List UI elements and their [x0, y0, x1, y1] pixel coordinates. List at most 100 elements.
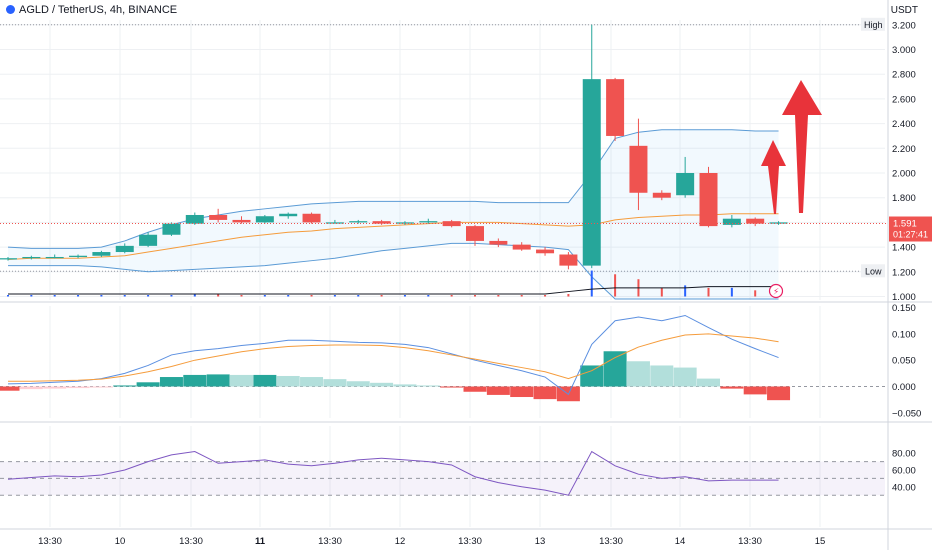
volume-bar — [403, 295, 406, 297]
volume-ma-line — [8, 286, 779, 295]
candle-body — [92, 252, 111, 256]
volume-bar — [707, 287, 710, 297]
macd-histogram-bar — [533, 386, 557, 400]
currency-unit[interactable]: USDT — [890, 5, 918, 16]
candle-body — [466, 226, 484, 241]
volume-bar — [287, 295, 290, 297]
candle-body — [559, 254, 578, 266]
time-axis-tick: 13:30 — [738, 536, 762, 547]
volume-bar — [497, 295, 500, 297]
candle-body — [699, 173, 718, 227]
bollinger-band-fill — [8, 129, 779, 299]
candle-body — [232, 219, 251, 223]
volume-bar — [240, 295, 243, 297]
price-axis-tick: 2.200 — [892, 144, 916, 155]
time-axis-tick: 13:30 — [458, 536, 482, 547]
macd-histogram-bar — [19, 386, 43, 390]
volume-bar — [614, 274, 617, 297]
high-label-box — [861, 17, 885, 31]
macd-histogram-bar — [580, 365, 604, 387]
candle-body — [419, 221, 438, 223]
symbol-icon — [6, 5, 15, 14]
macd-histogram-bar — [113, 385, 137, 387]
macd-histogram-bar — [440, 386, 464, 388]
lightning-icon — [768, 283, 784, 299]
macd-pane[interactable] — [0, 314, 885, 402]
candle-body — [395, 222, 414, 224]
price-axis-tick: 1.200 — [892, 267, 916, 278]
price-axis[interactable]: 3.200 3.000 2.800 2.600 2.400 2.200 2.000 1.800… — [889, 20, 932, 493]
arrow-up-large — [782, 80, 822, 213]
macd-histogram-bar — [253, 374, 277, 387]
rsi-axis-tick: 40.00 — [892, 482, 916, 493]
candle-body — [442, 221, 461, 227]
volume-bar — [544, 295, 547, 297]
macd-histogram-bar — [43, 386, 67, 389]
time-axis-tick: 13:30 — [318, 536, 342, 547]
macd-axis-tick: −0.050 — [892, 408, 921, 419]
volume-bar — [53, 295, 56, 297]
rsi-axis-tick: 60.00 — [892, 466, 916, 477]
annotation-arrows — [761, 80, 822, 214]
candle-body — [629, 145, 648, 193]
candle-body — [0, 258, 17, 260]
rsi-line — [7, 450, 779, 496]
time-axis[interactable]: 13:30 10 13:30 11 13:30 12 13:30 13 13:30 14 13:30… — [38, 536, 825, 547]
candle-body — [676, 173, 695, 196]
macd-histogram-bar — [346, 381, 370, 387]
macd-histogram-bar — [486, 386, 510, 395]
macd-histogram-bar — [767, 386, 791, 401]
macd-axis-tick: 0.050 — [892, 356, 916, 367]
chart-title[interactable]: AGLD / TetherUS, 4h, BINANCE — [6, 4, 177, 16]
volume-bar — [7, 295, 9, 297]
volume-bar — [660, 287, 663, 297]
price-pane[interactable]: High Low ⚡ — [0, 17, 888, 300]
price-axis-tick: 1.800 — [892, 193, 916, 204]
candle-body — [69, 255, 88, 257]
last-price-label: 1.591 — [893, 219, 917, 230]
candle-body — [162, 223, 181, 235]
macd-histogram-bar — [230, 374, 253, 387]
last-price-box — [889, 216, 932, 242]
macd-axis-tick: 0.000 — [892, 382, 916, 393]
time-axis-tick: 13:30 — [599, 536, 623, 547]
volume-bar — [100, 295, 103, 297]
time-axis-tick: 11 — [255, 536, 266, 547]
price-axis-tick: 2.600 — [892, 94, 916, 105]
macd-histogram-bar — [603, 351, 627, 387]
price-axis-tick: 1.000 — [892, 292, 916, 303]
candle-body — [279, 213, 298, 217]
candle-body — [209, 214, 228, 220]
rsi-pane[interactable] — [0, 450, 885, 496]
volume-bar — [333, 295, 336, 297]
volume-bar — [193, 294, 196, 297]
macd-histogram-bar — [510, 386, 534, 398]
volume-bar — [590, 270, 593, 297]
macd-histogram-bar — [626, 361, 650, 387]
macd-histogram-bar — [66, 386, 90, 389]
candle-body — [302, 213, 321, 223]
price-axis-tick: 2.800 — [892, 70, 916, 81]
macd-line — [7, 314, 779, 396]
macd-histogram-bar — [159, 377, 183, 387]
macd-histogram-bar — [323, 379, 347, 387]
volume-bar — [520, 295, 523, 297]
time-axis-tick: 13:30 — [38, 536, 62, 547]
countdown-label: 01:27:41 — [893, 230, 928, 240]
macd-histogram-bar — [416, 385, 440, 387]
candle-body — [746, 218, 765, 224]
candle-body — [652, 192, 671, 198]
candle-body — [45, 256, 64, 259]
time-axis-tick: 13:30 — [179, 536, 203, 547]
volume-bar — [427, 295, 430, 297]
candle-body — [769, 222, 788, 224]
volume-bar — [567, 294, 570, 297]
volume-bar — [170, 295, 173, 297]
macd-histogram-bar — [463, 386, 487, 392]
lightning-glyph: ⚡ — [773, 287, 779, 297]
macd-histogram-bar — [673, 367, 697, 387]
candle-body — [582, 79, 601, 266]
volume-bar — [684, 285, 687, 297]
